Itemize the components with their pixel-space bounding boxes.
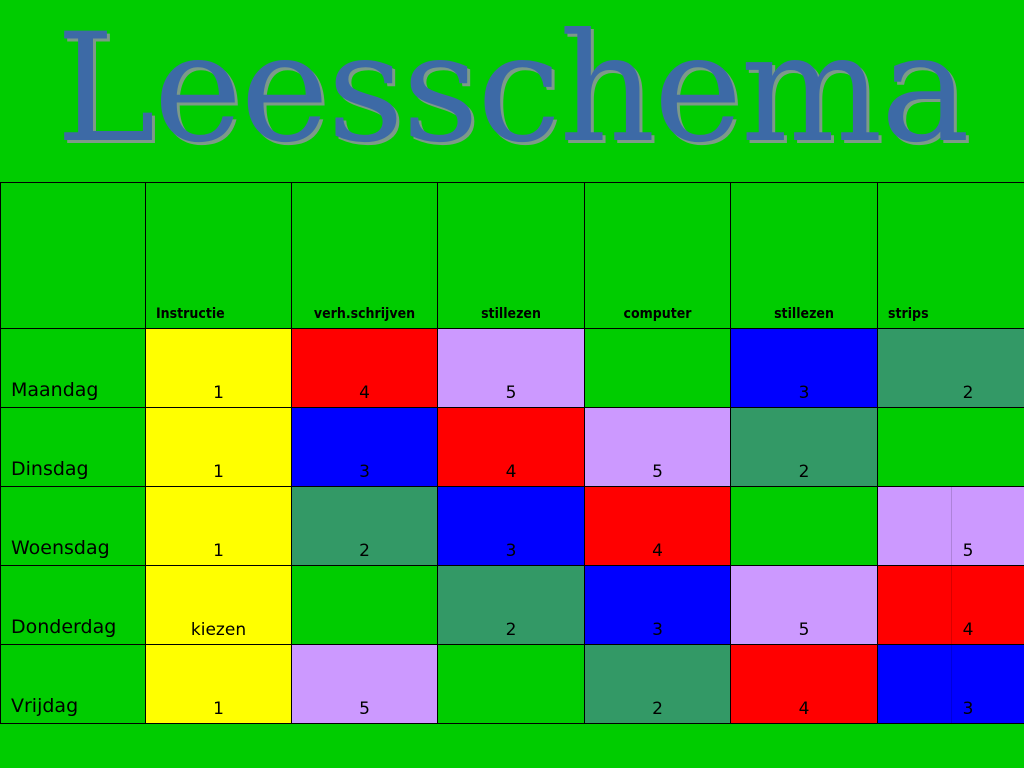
header-stillezen-2: stillezen: [730, 182, 878, 329]
schedule-cell: 1: [145, 407, 292, 487]
schedule-cell: 1: [145, 486, 292, 566]
schedule-cell: 4: [291, 328, 438, 408]
day-label: Dinsdag: [0, 407, 146, 487]
schedule-cell: 2: [291, 486, 438, 566]
schedule-cell: 2: [877, 328, 1024, 408]
schedule-cell: 5: [730, 565, 878, 645]
table-row: Dinsdag 1 3 4 5 2: [0, 407, 1024, 487]
schedule-cell: [291, 565, 438, 645]
schedule-cell: 4: [730, 644, 878, 724]
day-label: Donderdag: [0, 565, 146, 645]
day-label: Maandag: [0, 328, 146, 408]
schedule-cell: 3: [730, 328, 878, 408]
schedule-cell: 2: [437, 565, 585, 645]
schedule-cell: 1: [145, 328, 292, 408]
schedule-cell: [437, 644, 585, 724]
schedule-cell: 3: [437, 486, 585, 566]
schedule-cell: 2: [730, 407, 878, 487]
schedule-cell: [584, 328, 731, 408]
header-instructie: Instructie: [145, 182, 292, 329]
schedule-cell: 2: [584, 644, 731, 724]
header-stillezen: stillezen: [437, 182, 585, 329]
header-row: Instructie verh.schrijven stillezen comp…: [0, 182, 1024, 329]
schedule-cell: 4: [584, 486, 731, 566]
header-verh-schrijven: verh.schrijven: [291, 182, 438, 329]
schedule-cell: 3: [291, 407, 438, 487]
slide-title: Leesschema: [55, 2, 970, 176]
schedule-cell: 3: [877, 644, 1024, 724]
schedule-cell: 4: [437, 407, 585, 487]
schedule-cell: 5: [437, 328, 585, 408]
schedule-cell: [730, 486, 878, 566]
header-computer: computer: [584, 182, 731, 329]
table-row: Maandag 1 4 5 3 2: [0, 328, 1024, 408]
table-row: Woensdag 1 2 3 4 5: [0, 486, 1024, 566]
day-label: Vrijdag: [0, 644, 146, 724]
schedule-cell: 5: [877, 486, 1024, 566]
schedule-cell: kiezen: [145, 565, 292, 645]
schedule-cell: 3: [584, 565, 731, 645]
schedule-cell: 5: [291, 644, 438, 724]
reading-schedule-table: Instructie verh.schrijven stillezen comp…: [0, 182, 1024, 724]
schedule-cell: 5: [584, 407, 731, 487]
schedule-cell: 1: [145, 644, 292, 724]
table-row: Vrijdag 1 5 2 4 3: [0, 644, 1024, 724]
table-row: Donderdag kiezen 2 3 5 4: [0, 565, 1024, 645]
header-corner: [0, 182, 146, 329]
schedule-cell: 4: [877, 565, 1024, 645]
day-label: Woensdag: [0, 486, 146, 566]
schedule-cell: [877, 407, 1024, 487]
header-strips: strips: [877, 182, 1024, 329]
